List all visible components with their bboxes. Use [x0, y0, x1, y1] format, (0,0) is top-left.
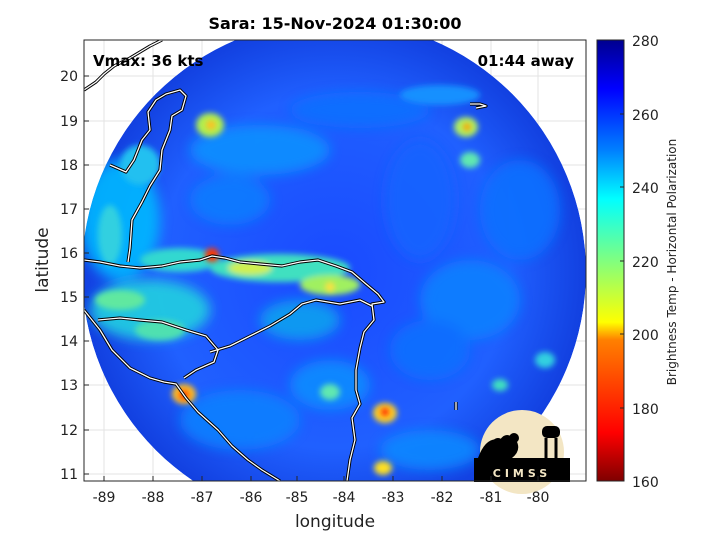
y-axis-ticks	[84, 75, 89, 475]
time-away-annotation: 01:44 away	[477, 52, 574, 70]
map-title: Sara: 15-Nov-2024 01:30:00	[208, 14, 462, 33]
x-tick-label: -83	[382, 490, 405, 506]
colorbar-label: Brightness Temp - Horizontal Polarizatio…	[665, 138, 679, 386]
x-tick-label: -87	[191, 490, 214, 506]
colorbar	[596, 39, 625, 482]
colorbar-tick-label: 240	[632, 181, 659, 197]
logo-text: CIMSS	[493, 467, 551, 480]
x-tick-label: -86	[240, 490, 263, 506]
y-tick-label: 14	[60, 334, 78, 350]
y-tick-label: 17	[60, 202, 78, 218]
x-tick-label: -82	[431, 490, 454, 506]
colorbar-tick-label: 200	[632, 328, 659, 344]
y-tick-label: 16	[60, 246, 78, 262]
x-axis-ticks	[103, 476, 539, 481]
x-tick-label: -84	[333, 490, 356, 506]
y-tick-label: 13	[60, 378, 78, 394]
x-tick-label: -89	[93, 490, 116, 506]
colorbar-tick-label: 280	[632, 34, 659, 50]
cimss-logo: CIMSS	[474, 410, 570, 494]
y-tick-label: 11	[60, 467, 78, 483]
y-tick-label: 15	[60, 290, 78, 306]
brightness-temp-swath	[84, 40, 586, 481]
colorbar-tick-label: 180	[632, 402, 659, 418]
colorbar-tick-label: 220	[632, 255, 659, 271]
y-tick-label: 20	[60, 69, 78, 85]
y-axis-label: latitude	[33, 227, 53, 292]
x-axis-label: longitude	[295, 512, 375, 532]
x-tick-label: -85	[286, 490, 309, 506]
y-tick-label: 12	[60, 423, 78, 439]
colorbar-tick-label: 260	[632, 108, 659, 124]
axes-frame	[83, 39, 587, 482]
x-tick-label: -88	[142, 490, 165, 506]
x-tick-label: -80	[527, 490, 550, 506]
y-tick-label: 18	[60, 158, 78, 174]
colorbar-tick-label: 160	[632, 475, 659, 491]
vmax-annotation: Vmax: 36 kts	[93, 52, 204, 70]
x-tick-label: -81	[480, 490, 503, 506]
y-tick-label: 19	[60, 114, 78, 130]
